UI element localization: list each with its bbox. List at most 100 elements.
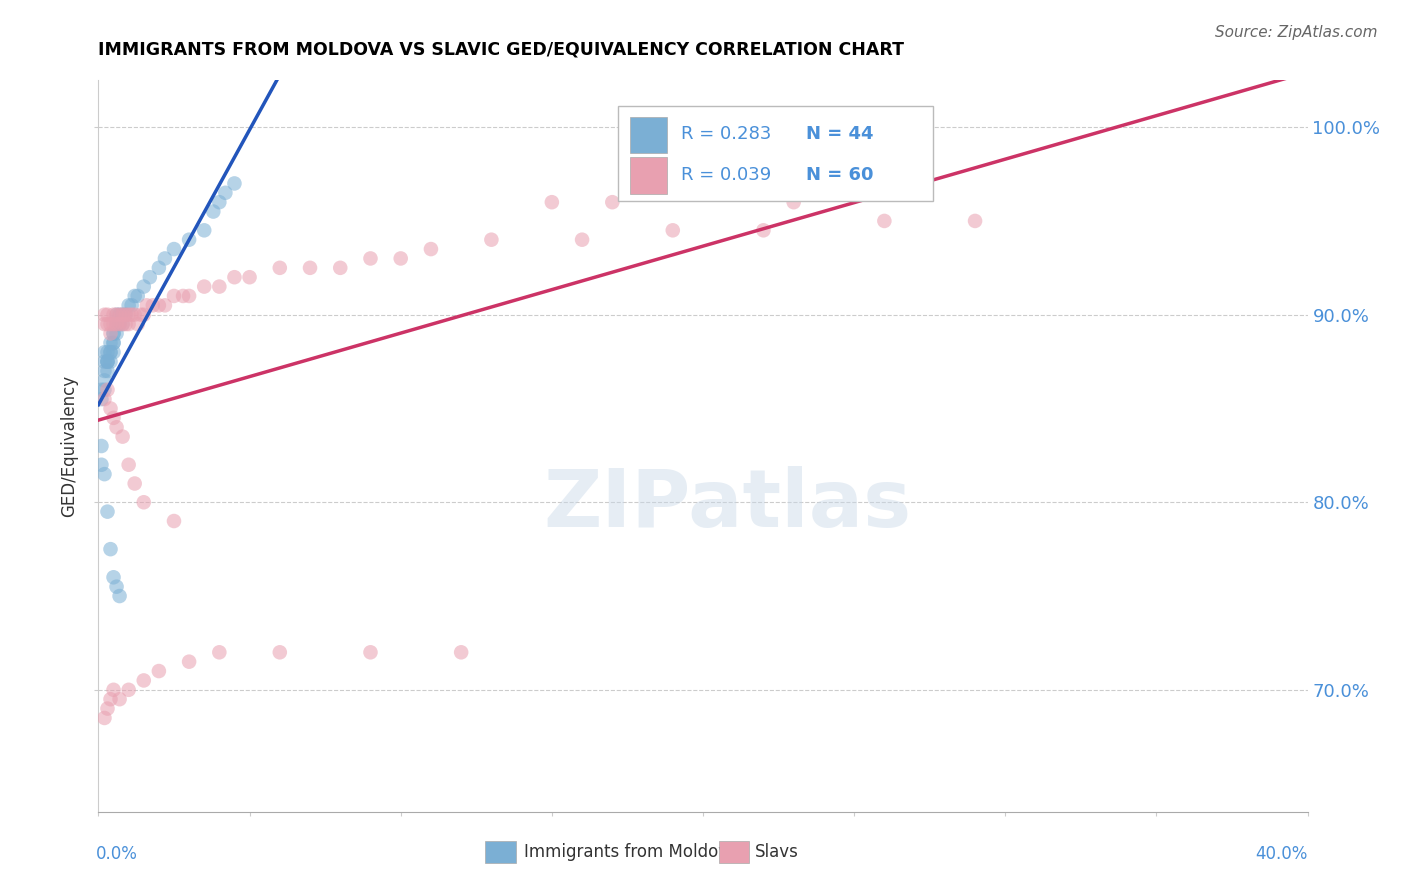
Point <box>93 711 115 725</box>
Point <box>111 308 134 322</box>
FancyBboxPatch shape <box>630 117 666 153</box>
Point <box>602 195 624 210</box>
Point <box>103 326 125 341</box>
Text: R = 0.039: R = 0.039 <box>682 167 772 185</box>
Point <box>103 570 125 584</box>
Point <box>100 345 122 359</box>
Point <box>105 580 128 594</box>
Point <box>103 317 125 331</box>
Point <box>127 317 149 331</box>
Point <box>153 298 176 312</box>
Point <box>121 298 143 312</box>
Point <box>129 308 152 322</box>
Point <box>124 289 146 303</box>
Point <box>93 373 115 387</box>
Point <box>96 505 118 519</box>
Point <box>108 317 131 331</box>
Point <box>100 335 122 350</box>
Point <box>96 701 118 715</box>
Point <box>208 645 231 659</box>
Point <box>114 308 136 322</box>
Point <box>214 186 236 200</box>
Point <box>111 308 134 322</box>
Point <box>93 317 115 331</box>
Point <box>142 298 165 312</box>
Point <box>153 252 176 266</box>
Text: N = 44: N = 44 <box>806 125 873 143</box>
FancyBboxPatch shape <box>630 157 666 194</box>
Point <box>132 308 155 322</box>
Point <box>96 354 118 368</box>
Point <box>111 317 134 331</box>
Point <box>114 308 136 322</box>
Point <box>103 335 125 350</box>
Point <box>692 186 714 200</box>
Point <box>103 335 125 350</box>
Point <box>571 233 593 247</box>
Point <box>105 308 128 322</box>
FancyBboxPatch shape <box>485 841 516 863</box>
Point <box>100 326 122 341</box>
Point <box>783 195 806 210</box>
Point <box>127 289 149 303</box>
Point <box>103 308 125 322</box>
Point <box>124 476 146 491</box>
Point <box>103 410 125 425</box>
Point <box>118 682 141 697</box>
Point <box>360 252 382 266</box>
Point <box>93 467 115 482</box>
Text: IMMIGRANTS FROM MOLDOVA VS SLAVIC GED/EQUIVALENCY CORRELATION CHART: IMMIGRANTS FROM MOLDOVA VS SLAVIC GED/EQ… <box>98 40 904 58</box>
Point <box>114 317 136 331</box>
Point <box>269 260 291 275</box>
Point <box>662 223 685 237</box>
Point <box>132 673 155 688</box>
Point <box>224 270 246 285</box>
Point <box>873 214 896 228</box>
Point <box>103 682 125 697</box>
Point <box>118 298 141 312</box>
Point <box>208 279 231 293</box>
Point <box>111 429 134 443</box>
Point <box>100 542 122 557</box>
Point <box>132 495 155 509</box>
Point <box>105 420 128 434</box>
Point <box>121 308 143 322</box>
Point <box>105 317 128 331</box>
Point <box>179 233 201 247</box>
Point <box>96 354 118 368</box>
Point <box>103 326 125 341</box>
Point <box>93 345 115 359</box>
FancyBboxPatch shape <box>619 106 932 201</box>
Point <box>148 260 170 275</box>
Point <box>118 308 141 322</box>
Point <box>93 392 115 406</box>
Point <box>100 354 122 368</box>
Point <box>193 279 215 293</box>
Point <box>93 383 115 397</box>
Point <box>172 289 194 303</box>
Point <box>163 242 186 256</box>
Point <box>108 308 131 322</box>
Point <box>108 317 131 331</box>
Point <box>108 308 131 322</box>
Point <box>100 345 122 359</box>
Point <box>239 270 262 285</box>
Point <box>360 645 382 659</box>
Point <box>135 298 157 312</box>
Point <box>96 317 118 331</box>
Point <box>139 270 162 285</box>
Text: 0.0%: 0.0% <box>96 846 138 863</box>
Text: Slavs: Slavs <box>755 843 799 861</box>
Point <box>96 354 118 368</box>
Point <box>105 326 128 341</box>
Point <box>124 308 146 322</box>
Point <box>269 645 291 659</box>
Point <box>90 383 112 397</box>
Point <box>118 458 141 472</box>
Point <box>481 233 503 247</box>
Point <box>93 308 115 322</box>
Point <box>148 664 170 678</box>
Point <box>389 252 412 266</box>
Point <box>105 317 128 331</box>
Point <box>450 645 472 659</box>
